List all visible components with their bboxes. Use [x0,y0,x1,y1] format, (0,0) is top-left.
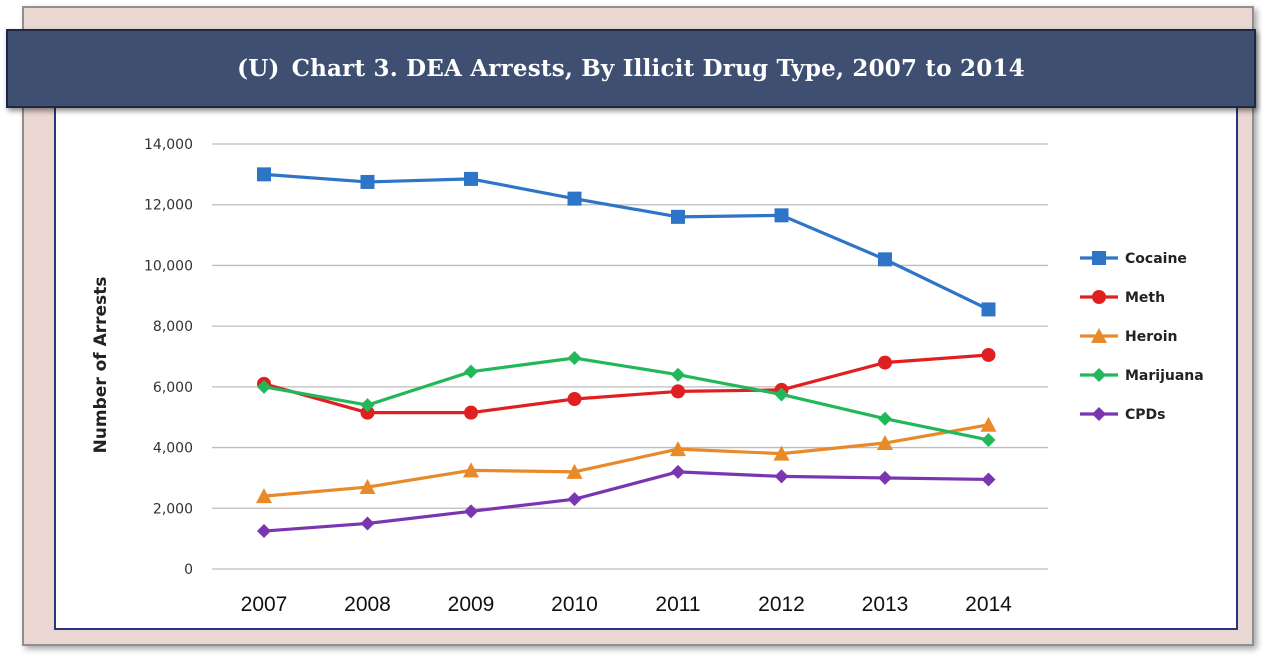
x-tick-label: 2011 [655,593,700,616]
series-heroin [256,416,997,504]
x-tick-label: 2013 [862,593,909,616]
legend-marker-meth [1092,290,1106,304]
legend-item-marijuana: Marijuana [1080,368,1204,384]
data-point-marijuana [257,379,271,394]
data-point-cpds [671,464,685,479]
data-point-heroin [256,488,272,504]
y-tick-label: 14,000 [144,137,193,153]
data-point-cpds [981,472,996,487]
data-point-heroin [566,463,583,479]
data-point-marijuana [774,387,789,402]
data-point-heroin [773,445,790,461]
legend-marker-cocaine [1092,251,1106,265]
x-tick-label: 2008 [344,593,391,616]
series-cocaine [257,167,996,317]
legend-marker-cpds [1092,407,1106,421]
data-point-marijuana [567,351,582,366]
chart-title: (U) Chart 3. DEA Arrests, By Illicit Drug… [237,55,1025,82]
x-axis-ticks: 2007 2008 2009 2010 2011 2012 2013 2014 [241,593,1013,616]
legend: Cocaine Meth Heroin Marijuana CPDs [1080,251,1204,423]
y-tick-label: 4,000 [153,441,193,457]
legend-label-cocaine: Cocaine [1125,251,1187,267]
data-point-cocaine [464,171,478,186]
data-point-cpds [360,516,375,531]
series-cpds [257,464,996,539]
series-line-heroin [263,423,989,498]
gridlines [212,143,1048,570]
legend-item-cpds: CPDs [1080,407,1166,423]
classification-marking: (U) [237,55,280,82]
data-point-cocaine [878,252,892,267]
legend-marker-marijuana [1092,368,1106,382]
legend-item-meth: Meth [1080,290,1165,306]
data-point-meth [464,405,478,420]
data-point-meth [878,355,892,370]
data-point-cpds [878,470,892,485]
data-point-marijuana [360,398,375,413]
data-point-marijuana [671,367,685,382]
data-point-heroin [980,416,997,432]
y-axis-label: Number of Arrests [91,277,111,454]
data-point-heroin [877,435,893,451]
series-line-meth [263,353,989,415]
data-point-marijuana [878,411,892,426]
data-point-cocaine [567,191,582,206]
data-point-meth [981,347,996,362]
data-point-meth [567,392,582,406]
data-point-heroin [463,462,479,478]
data-point-cpds [774,469,789,484]
data-point-meth [360,405,375,420]
y-tick-label: 2,000 [153,501,193,517]
y-tick-label: 8,000 [153,319,193,335]
series-group [256,167,997,539]
legend-item-cocaine: Cocaine [1080,251,1187,267]
x-tick-label: 2014 [965,593,1012,616]
x-tick-label: 2009 [448,593,495,616]
y-axis-ticks: 0 2,000 4,000 6,000 8,000 10,000 12,000 14,000 [144,137,193,578]
series-marijuana [257,351,996,447]
series-line-marijuana [263,356,989,442]
data-point-cocaine [981,302,996,317]
x-tick-label: 2012 [758,593,805,616]
legend-label-meth: Meth [1125,290,1165,306]
x-tick-label: 2007 [241,593,288,616]
series-line-cpds [263,470,989,533]
y-tick-label: 6,000 [153,380,193,396]
legend-marker-heroin [1091,328,1107,343]
chart-title-text: Chart 3. DEA Arrests, By Illicit Drug Ty… [291,55,1025,82]
data-point-marijuana [464,364,478,379]
data-point-marijuana [981,432,996,447]
legend-label-cpds: CPDs [1125,407,1166,423]
legend-label-heroin: Heroin [1125,329,1178,345]
legend-label-marijuana: Marijuana [1125,368,1204,384]
chart-panel [54,100,1238,630]
y-tick-label: 10,000 [144,258,193,274]
data-point-heroin [359,479,376,495]
series-line-cocaine [263,172,990,311]
legend-item-heroin: Heroin [1080,328,1178,345]
data-point-cpds [257,524,271,539]
y-tick-label: 0 [184,562,193,578]
data-point-cocaine [671,209,685,224]
data-point-cpds [567,492,582,507]
data-point-heroin [670,441,686,457]
y-tick-label: 12,000 [144,198,193,214]
data-point-cocaine [774,208,789,223]
data-point-cocaine [257,167,271,182]
x-tick-label: 2010 [551,593,598,616]
data-point-cpds [464,504,478,519]
title-banner: (U) Chart 3. DEA Arrests, By Illicit Drug… [6,29,1256,108]
data-point-cocaine [360,174,375,189]
data-point-meth [671,384,685,399]
